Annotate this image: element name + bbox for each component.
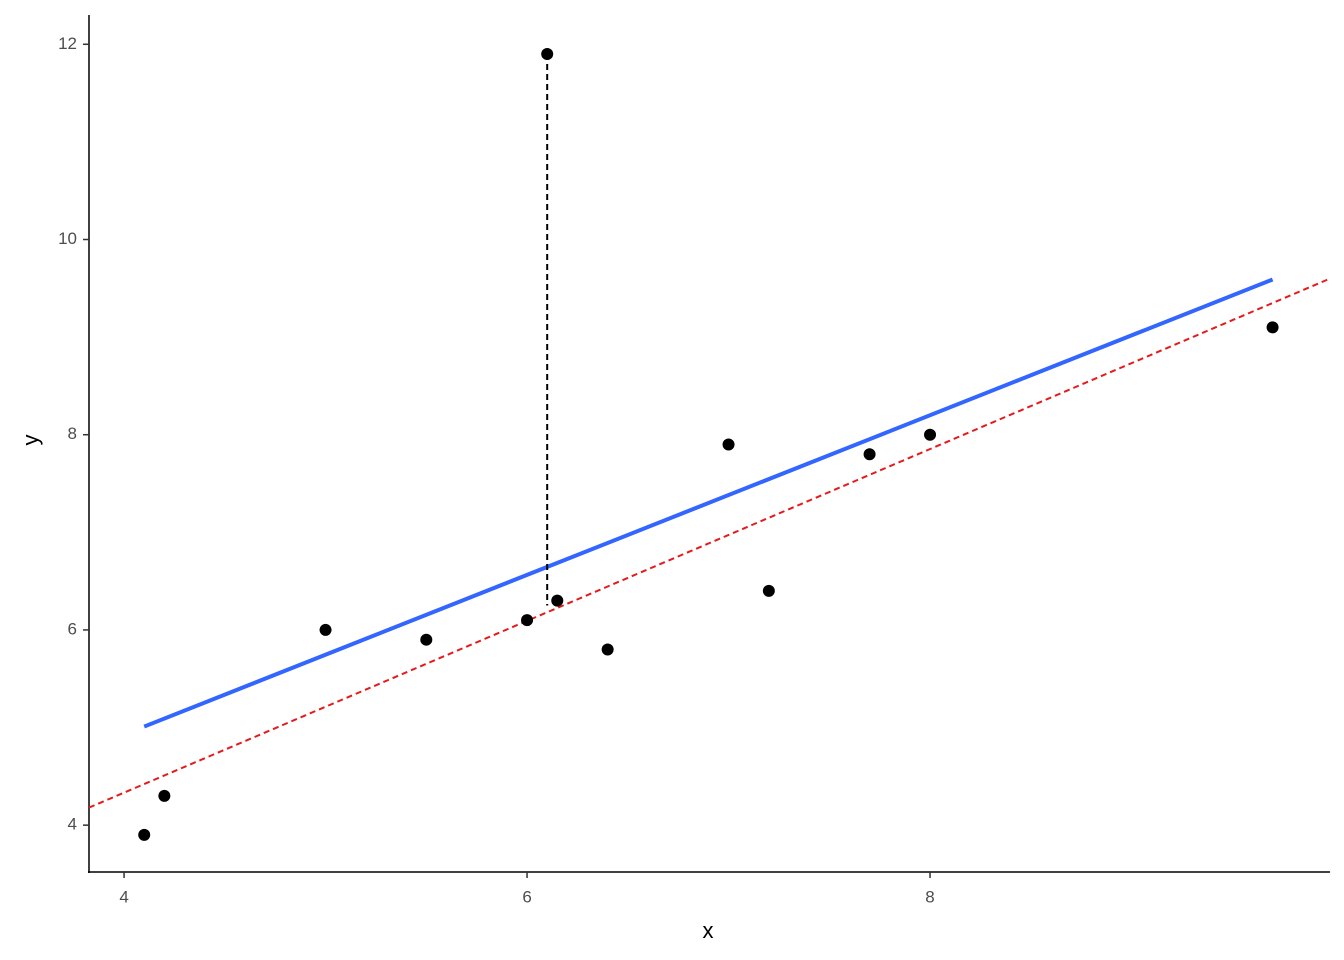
x-tick-label: 8 xyxy=(925,887,934,906)
y-tick-label: 10 xyxy=(58,229,77,248)
point xyxy=(601,643,614,656)
point xyxy=(541,48,554,61)
point xyxy=(319,623,332,636)
y-tick-label: 12 xyxy=(58,34,77,53)
point xyxy=(863,448,876,461)
y-tick-label: 6 xyxy=(68,619,77,638)
x-axis-title: x xyxy=(703,918,714,943)
point xyxy=(521,614,534,627)
fit-line xyxy=(143,277,1274,729)
point xyxy=(762,584,775,597)
point xyxy=(924,428,937,441)
y-axis-title: y xyxy=(18,435,43,446)
x-tick-label: 6 xyxy=(522,887,531,906)
point xyxy=(551,594,564,607)
point xyxy=(1266,321,1279,334)
y-tick-label: 8 xyxy=(68,424,77,443)
y-tick-label: 4 xyxy=(68,815,77,834)
point xyxy=(722,438,735,451)
point xyxy=(138,828,151,841)
point xyxy=(420,633,433,646)
point xyxy=(158,789,171,802)
reference-line xyxy=(88,277,1331,809)
x-tick-label: 4 xyxy=(119,887,128,906)
